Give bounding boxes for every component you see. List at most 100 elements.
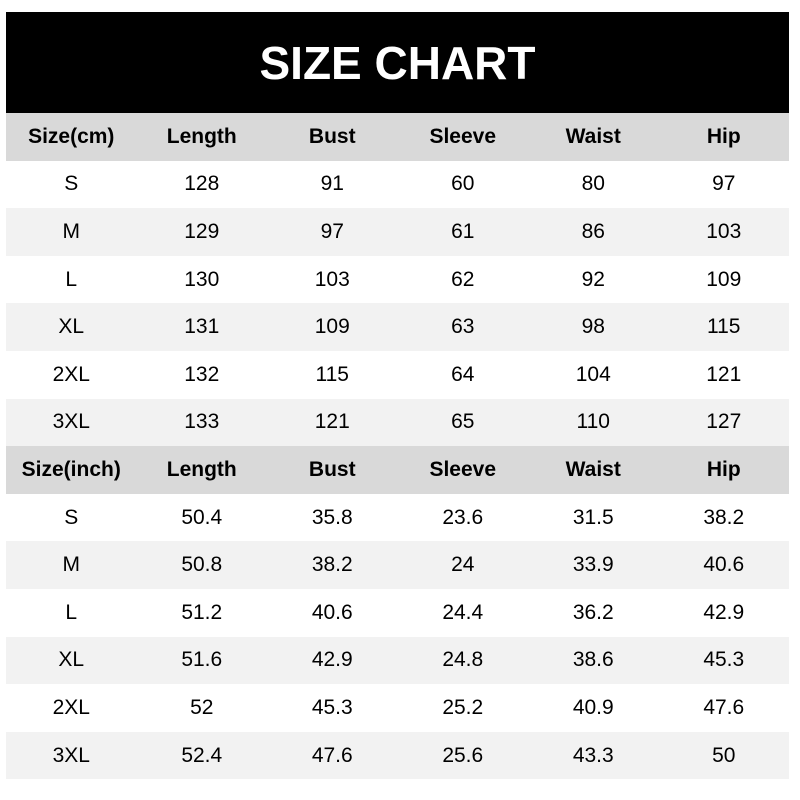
column-header: Sleeve [397,113,528,161]
size-label-cell: XL [6,636,137,685]
measurement-cell: 24.8 [397,636,528,685]
measurement-cell: 86 [528,208,659,256]
table-row: L 130 103 62 92 109 [6,256,789,304]
measurement-cell: 61 [397,208,528,256]
measurement-cell: 23.6 [442,505,484,529]
measurement-cell: 65 [397,398,528,447]
column-header: Length [136,446,267,494]
measurement-cell: 98 [528,303,659,351]
measurement-cell: 40.6 [311,600,353,624]
measurement-cell: 121 [267,398,398,447]
measurement-cell: 109 [267,303,398,351]
measurement-cell: 42.9 [703,600,745,624]
measurement-cell: 36.2 [572,600,614,624]
header-row: Size(inch) Length Bust Sleeve Waist Hip [6,446,789,494]
measurement-cell: 45.3 [311,695,353,719]
column-header: Waist [528,446,659,494]
table-row: 2XL 132 115 64 104 121 [6,351,789,399]
measurement-cell: 62 [451,267,475,291]
measurement-cell: 92 [581,267,605,291]
measurement-cell: 38.2 [703,505,745,529]
size-label-cell: S [64,172,79,196]
column-header: Bust [267,113,398,161]
size-chart-title: SIZE CHART [6,12,789,113]
measurement-cell: 131 [136,303,267,351]
measurement-cell: 25.2 [442,695,484,719]
measurement-cell: 51.6 [136,636,267,685]
size-label-cell: M [6,208,137,256]
size-label-cell: 2XL [52,695,90,719]
size-label-cell: 2XL [52,362,90,386]
measurement-cell: 91 [320,172,344,196]
column-header: Hip [658,446,789,494]
size-label-cell: L [65,267,78,291]
measurement-cell: 127 [658,398,789,447]
measurement-cell: 103 [658,208,789,256]
table-row: 2XL 52 45.3 25.2 40.9 47.6 [6,684,789,732]
size-label-cell: M [6,541,137,589]
measurement-cell: 51.2 [181,600,223,624]
table-row: XL 51.6 42.9 24.8 38.6 45.3 [6,636,789,685]
measurement-cell: 133 [136,398,267,447]
measurement-cell: 38.2 [267,541,398,589]
measurement-cell: 80 [581,172,605,196]
column-header: Size(cm) [6,113,137,161]
measurement-cell: 33.9 [528,541,659,589]
measurement-cell: 35.8 [311,505,353,529]
measurement-cell: 24.4 [442,600,484,624]
measurement-cell: 104 [575,362,611,386]
column-header: Size(inch) [6,446,137,494]
measurement-cell: 60 [451,172,475,196]
measurement-cell: 109 [706,267,742,291]
measurement-cell: 129 [136,208,267,256]
measurement-cell: 50.8 [136,541,267,589]
size-label-cell: L [65,600,78,624]
measurement-cell: 52 [190,695,214,719]
measurement-cell: 52.4 [136,731,267,780]
measurement-cell: 43.3 [528,731,659,780]
measurement-cell: 50 [658,731,789,780]
measurement-cell: 103 [314,267,350,291]
column-header: Length [136,113,267,161]
measurement-cell: 64 [451,362,475,386]
measurement-cell: 24 [397,541,528,589]
table-row: M 129 97 61 86 103 [6,208,789,256]
column-header: Hip [658,113,789,161]
measurement-cell: 42.9 [267,636,398,685]
measurement-cell: 121 [706,362,742,386]
measurement-cell: 47.6 [703,695,745,719]
measurement-cell: 115 [658,303,789,351]
measurement-cell: 128 [184,172,220,196]
size-label-cell: 3XL [6,731,137,780]
measurement-cell: 45.3 [658,636,789,685]
measurement-cell: 110 [528,398,659,447]
measurement-cell: 130 [184,267,220,291]
header-row: Size(cm) Length Bust Sleeve Waist Hip [6,113,789,161]
size-table: Size(cm) Length Bust Sleeve Waist Hip S 128 91 60… [6,113,789,780]
measurement-cell: 38.6 [528,636,659,685]
measurement-cell: 50.4 [181,505,223,529]
column-header: Waist [528,113,659,161]
table-row: L 51.2 40.6 24.4 36.2 42.9 [6,589,789,637]
column-header: Sleeve [397,446,528,494]
measurement-cell: 97 [267,208,398,256]
measurement-cell: 115 [315,362,349,386]
measurement-cell: 31.5 [572,505,614,529]
table-row: S 128 91 60 80 97 [6,161,789,209]
measurement-cell: 132 [184,362,220,386]
table-row: 3XL 133 121 65 110 127 [6,398,789,447]
measurement-cell: 25.6 [397,731,528,780]
column-header: Bust [267,446,398,494]
measurement-cell: 47.6 [267,731,398,780]
table-row: XL 131 109 63 98 115 [6,303,789,351]
measurement-cell: 40.6 [658,541,789,589]
size-label-cell: 3XL [6,398,137,447]
size-label-cell: XL [6,303,137,351]
size-label-cell: S [64,505,79,529]
measurement-cell: 40.9 [572,695,614,719]
table-row: M 50.8 38.2 24 33.9 40.6 [6,541,789,589]
measurement-cell: 63 [397,303,528,351]
measurement-cell: 97 [712,172,736,196]
table-row: S 50.4 35.8 23.6 31.5 38.2 [6,494,789,542]
table-row: 3XL 52.4 47.6 25.6 43.3 50 [6,731,789,780]
